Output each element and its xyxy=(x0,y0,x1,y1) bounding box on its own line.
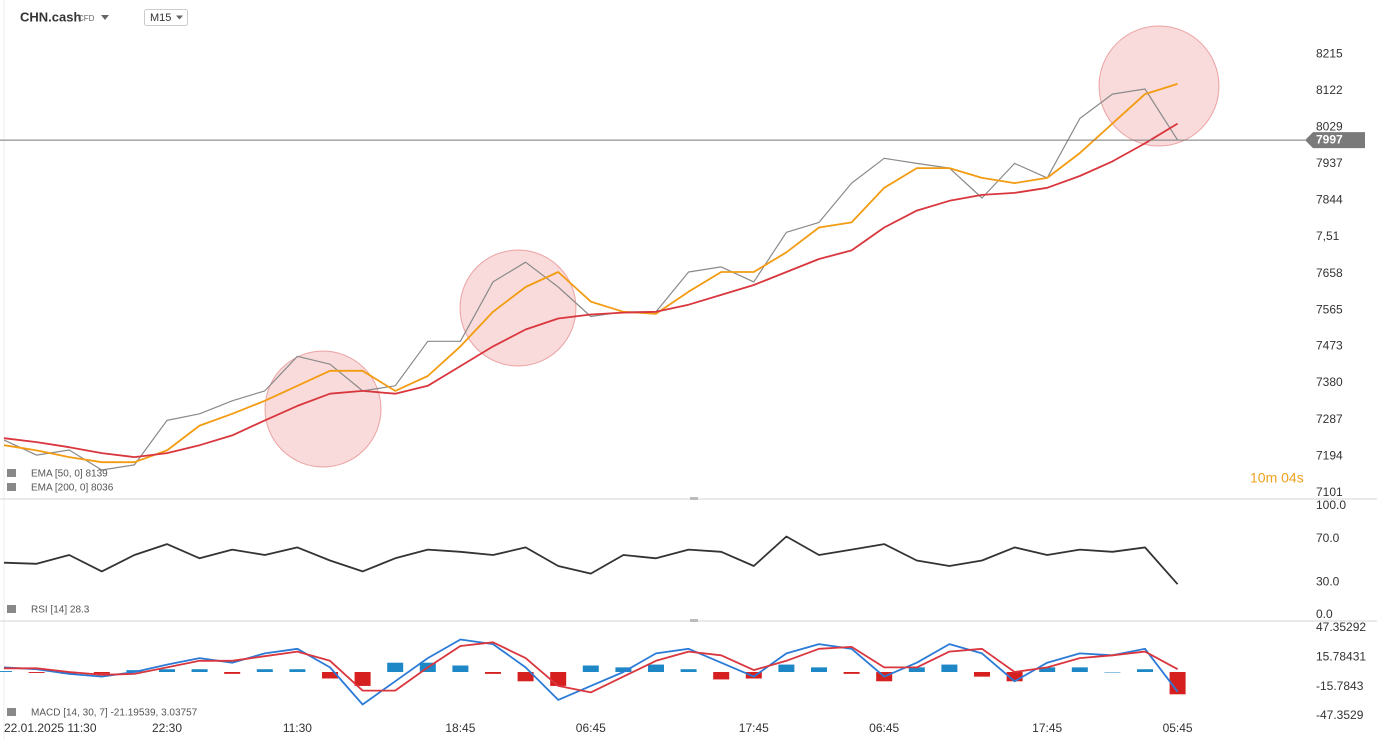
legend-icon[interactable] xyxy=(7,708,16,716)
y-tick-label: 8029 xyxy=(1316,120,1343,134)
series-line xyxy=(3,122,1179,458)
histogram-bar xyxy=(0,671,12,672)
instrument-kind: CFD xyxy=(78,14,95,23)
highlight-circle xyxy=(264,350,382,468)
histogram-bar xyxy=(191,669,208,672)
legend-rsi: RSI [14] 28.3 xyxy=(31,605,90,616)
y-tick-label: 47.35292 xyxy=(1316,620,1366,634)
y-tick-label: 7658 xyxy=(1316,266,1343,280)
histogram-bar xyxy=(908,667,925,672)
histogram-bar xyxy=(778,664,795,672)
histogram-bar xyxy=(93,672,110,674)
y-tick-label: -15.7843 xyxy=(1316,679,1364,693)
histogram-bar xyxy=(1006,672,1023,682)
histogram-bar xyxy=(28,672,45,673)
histogram-bar xyxy=(256,669,273,672)
last-price-tag xyxy=(1305,132,1365,149)
y-tick-label: 8215 xyxy=(1316,46,1343,60)
x-tick-label: 06:45 xyxy=(576,721,606,735)
y-tick-label: 7,51 xyxy=(1316,229,1340,243)
timeframe-selector[interactable]: M15 xyxy=(144,9,188,26)
histogram-bar xyxy=(452,665,469,672)
histogram-bar xyxy=(680,669,697,672)
histogram-bar xyxy=(1169,672,1186,695)
histogram-bar xyxy=(1039,667,1056,672)
histogram-bar xyxy=(745,672,762,679)
timeframe-box xyxy=(144,9,188,26)
timeframe: M15 xyxy=(150,12,171,24)
histogram-bar xyxy=(517,672,534,682)
resize-handle[interactable] xyxy=(690,619,698,622)
x-tick-label: 05:45 xyxy=(1163,721,1193,735)
y-tick-label: 30.0 xyxy=(1316,574,1340,588)
histogram-bar xyxy=(582,665,599,672)
histogram-bar xyxy=(1137,669,1153,672)
histogram-bar xyxy=(974,672,990,677)
x-tick-label: 18:45 xyxy=(445,721,475,735)
legend-icon[interactable] xyxy=(7,605,16,613)
histogram-bar xyxy=(811,667,827,672)
resize-handle[interactable] xyxy=(690,497,698,500)
histogram-bar xyxy=(1071,667,1088,672)
legend-macd: MACD [14, 30, 7] -21.19539, 3.03757 xyxy=(31,708,198,719)
histogram-bar xyxy=(61,672,78,674)
histogram-bar xyxy=(159,669,175,672)
x-tick-label: 17:45 xyxy=(1032,721,1062,735)
histogram-bar xyxy=(941,664,958,672)
y-tick-label: 8122 xyxy=(1316,83,1343,97)
series-line xyxy=(3,88,1179,471)
legend-icon[interactable] xyxy=(7,483,16,491)
series-line xyxy=(3,535,1179,585)
y-tick-label: 7101 xyxy=(1316,485,1343,499)
y-tick-label: 7380 xyxy=(1316,375,1343,389)
y-tick-label: 7844 xyxy=(1316,193,1343,207)
histogram-bar xyxy=(648,664,664,672)
histogram-bar xyxy=(387,662,404,672)
histogram-bar xyxy=(224,672,241,674)
histogram-bar xyxy=(126,670,143,672)
legend-ema50: EMA [50, 0] 8139 xyxy=(31,469,108,480)
symbol: CHN.cash xyxy=(20,9,81,24)
y-tick-label: 7937 xyxy=(1316,156,1343,170)
legend-icon[interactable] xyxy=(7,469,16,477)
y-tick-label: 7565 xyxy=(1316,302,1343,316)
highlight-circle xyxy=(1098,25,1220,147)
x-tick-label: 22.01.2025 11:30 xyxy=(4,721,97,735)
x-tick-label: 17:45 xyxy=(739,721,769,735)
histogram-bar xyxy=(615,667,632,672)
y-tick-label: 7194 xyxy=(1316,448,1343,462)
legend-ema200: EMA [200, 0] 8036 xyxy=(31,483,114,494)
histogram-bar xyxy=(1104,672,1121,673)
x-tick-label: 06:45 xyxy=(869,721,899,735)
dropdown-caret xyxy=(101,15,109,20)
highlight-circles xyxy=(264,25,1220,468)
last-price-label: 7997 xyxy=(1316,132,1343,146)
y-tick-label: 7287 xyxy=(1316,412,1343,426)
y-tick-label: 70.0 xyxy=(1316,531,1340,545)
series-line xyxy=(4,641,1179,694)
histogram-bar xyxy=(354,672,371,686)
y-tick-label: 15.78431 xyxy=(1316,650,1366,664)
symbol-selector[interactable]: CHN.cash CFD xyxy=(20,9,109,24)
legend-icons xyxy=(7,469,16,716)
y-tick-label: -47.3529 xyxy=(1316,708,1364,722)
histogram-bar xyxy=(550,672,567,686)
candle-timer: 10m 04s xyxy=(1250,470,1304,486)
series-line xyxy=(3,638,1179,706)
dropdown-caret xyxy=(176,15,183,20)
x-tick-label: 22:30 xyxy=(152,721,182,735)
y-tick-label: 0.0 xyxy=(1316,607,1333,621)
histogram-bar xyxy=(843,672,860,674)
histogram-bar xyxy=(713,672,730,680)
legends: EMA [50, 0] 8139 EMA [200, 0] 8036 RSI [… xyxy=(7,469,198,719)
series-line xyxy=(3,83,1178,464)
x-tick-label: 11:30 xyxy=(283,721,312,735)
histogram-bar xyxy=(289,669,306,672)
histogram-bar xyxy=(322,672,338,679)
histogram-bar xyxy=(485,672,501,674)
y-tick-label: 100.0 xyxy=(1316,498,1346,512)
y-tick-label: 7473 xyxy=(1316,339,1343,353)
